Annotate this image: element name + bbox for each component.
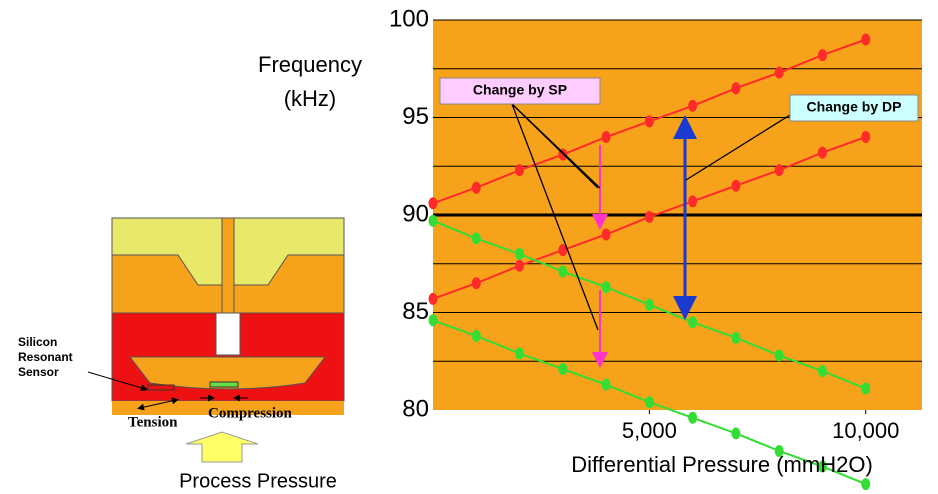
annotation: Change by DP <box>807 99 902 115</box>
point <box>688 412 697 424</box>
y-tick-label: 85 <box>402 298 429 325</box>
page: Silicon Resonant Sensor Tension Compress… <box>0 0 938 494</box>
point <box>861 478 870 490</box>
point <box>472 232 481 244</box>
diagram-label: Tension <box>128 414 178 430</box>
point <box>602 379 611 391</box>
point <box>602 229 611 241</box>
point <box>515 260 524 272</box>
point <box>429 314 438 326</box>
x-tick-label: 5,000 <box>622 418 677 443</box>
point <box>645 396 654 408</box>
point <box>558 266 567 278</box>
y-axis-title: (kHz) <box>284 86 337 111</box>
point <box>472 277 481 289</box>
point <box>818 49 827 61</box>
point <box>731 180 740 192</box>
point <box>861 34 870 46</box>
diagram-label: Process Pressure <box>179 470 337 492</box>
point <box>602 131 611 143</box>
x-tick-label: 10,000 <box>832 418 899 443</box>
diagram-label: Resonant <box>18 350 73 364</box>
annotation: Change by SP <box>473 82 567 98</box>
point <box>515 164 524 176</box>
point <box>558 363 567 375</box>
point <box>429 215 438 227</box>
point <box>645 211 654 223</box>
point <box>472 330 481 342</box>
point <box>515 248 524 260</box>
point <box>645 115 654 127</box>
y-tick-label: 80 <box>402 395 429 422</box>
point <box>731 427 740 439</box>
point <box>775 164 784 176</box>
point <box>515 347 524 359</box>
point <box>688 100 697 112</box>
point <box>429 197 438 209</box>
diagram-label: Compression <box>208 405 293 421</box>
point <box>688 195 697 207</box>
point <box>731 82 740 94</box>
point <box>731 332 740 344</box>
diagram-label: Sensor <box>18 365 59 379</box>
point <box>861 131 870 143</box>
point <box>602 281 611 293</box>
y-axis-title: Frequency <box>258 52 362 77</box>
point <box>775 67 784 79</box>
point <box>429 293 438 305</box>
y-tick-label: 90 <box>402 200 429 227</box>
diagram-label: Silicon <box>18 335 57 349</box>
point <box>775 349 784 361</box>
point <box>818 365 827 377</box>
point <box>818 147 827 159</box>
y-tick-label: 95 <box>402 103 429 130</box>
point <box>861 383 870 395</box>
point <box>645 299 654 311</box>
sensor-diagram <box>88 218 344 462</box>
y-tick-label: 100 <box>389 5 429 32</box>
point <box>472 182 481 194</box>
x-axis-title: Differential Pressure (mmH2O) <box>571 452 873 477</box>
point <box>688 316 697 328</box>
